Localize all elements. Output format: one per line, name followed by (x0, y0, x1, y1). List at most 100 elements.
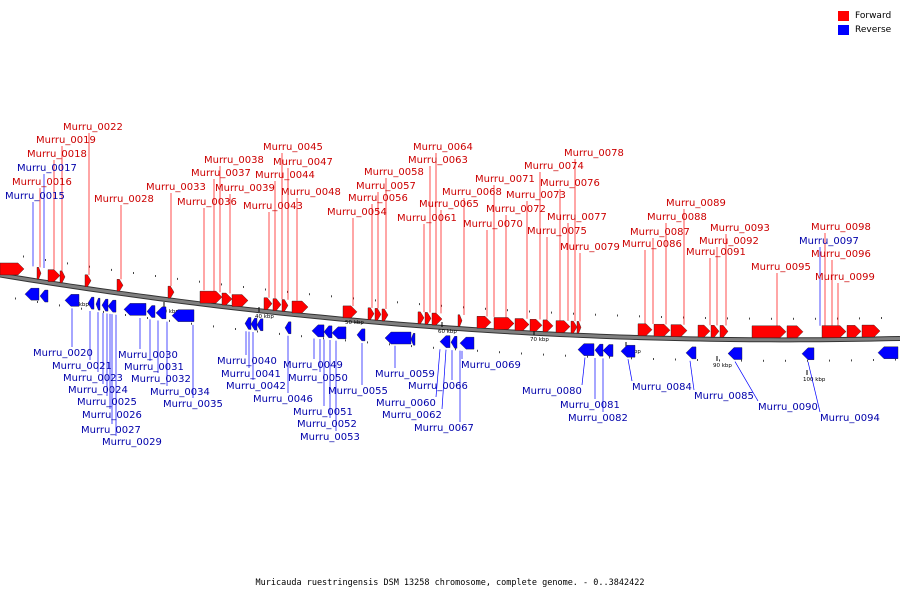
reverse-gene-label: Murru_0026 (82, 410, 142, 421)
reverse-gene-arrow (256, 318, 264, 332)
minor-tick (169, 319, 170, 322)
minor-tick (683, 316, 684, 319)
reverse-gene-arrow (87, 296, 95, 310)
forward-gene-label: Murru_0033 (146, 182, 206, 193)
forward-gene-label: Murru_0070 (463, 219, 523, 230)
reverse-gene-label: Murru_0069 (461, 360, 521, 371)
forward-gene-arrow (231, 294, 249, 307)
minor-tick (785, 359, 786, 362)
map-caption: Muricauda ruestringensis DSM 13258 chrom… (255, 578, 645, 588)
forward-gene-label: Murru_0038 (204, 155, 264, 166)
minor-tick (749, 317, 750, 320)
forward-gene-label: Murru_0048 (281, 187, 341, 198)
forward-gene-arrow (0, 262, 25, 276)
reverse-gene-label: Murru_0034 (150, 387, 210, 398)
forward-gene-label: Murru_0039 (215, 183, 275, 194)
scale-tick-label: 100 kbp (803, 377, 826, 383)
reverse-gene-arrow (101, 298, 109, 312)
reverse-leader (627, 359, 633, 382)
forward-gene-arrow (653, 324, 671, 337)
scale-tick-label: 70 kbp (530, 337, 549, 343)
minor-tick (257, 330, 258, 333)
minor-tick (59, 304, 60, 307)
minor-tick (675, 358, 676, 361)
minor-tick (353, 297, 354, 300)
minor-tick (419, 303, 420, 306)
minor-tick (279, 332, 280, 335)
forward-gene-arrow (476, 316, 492, 329)
minor-tick (705, 317, 706, 319)
legend-forward-label: Forward (855, 11, 892, 21)
reverse-gene-label: Murru_0080 (522, 386, 582, 397)
forward-gene-label: Murru_0058 (364, 167, 424, 178)
reverse-gene-arrow (439, 335, 451, 348)
forward-gene-label: Murru_0079 (560, 242, 620, 253)
forward-gene-label: Murru_0092 (699, 236, 759, 247)
forward-gene-arrow (221, 292, 233, 306)
forward-gene-arrow (786, 325, 804, 339)
minor-tick (727, 317, 728, 320)
minor-tick (89, 265, 90, 268)
minor-tick (199, 280, 200, 283)
minor-tick (147, 317, 148, 319)
minor-tick (67, 262, 68, 265)
forward-gene-arrow (47, 269, 61, 282)
reverse-swatch (838, 25, 849, 35)
forward-gene-label: Murru_0047 (273, 157, 333, 168)
minor-tick (499, 351, 500, 354)
reverse-gene-label: Murru_0035 (163, 399, 223, 410)
forward-gene-arrow (751, 325, 787, 338)
reverse-gene-arrow (685, 346, 697, 360)
forward-gene-arrow (457, 314, 463, 327)
forward-gene-arrow (374, 308, 382, 321)
minor-tick (595, 313, 596, 316)
forward-gene-arrow (514, 318, 530, 331)
reverse-gene-label: Murru_0085 (694, 391, 754, 402)
minor-tick (367, 341, 368, 344)
minor-tick (837, 317, 838, 320)
reverse-gene-label: Murru_0040 (217, 356, 277, 367)
minor-tick (639, 315, 640, 318)
forward-gene-arrow (342, 305, 358, 319)
minor-tick (661, 316, 662, 318)
reverse-gene-label: Murru_0021 (52, 361, 112, 372)
reverse-gene-label: Murru_0084 (632, 382, 692, 393)
forward-gene-label: Murru_0056 (348, 193, 408, 204)
forward-gene-label: Murru_0019 (36, 135, 96, 146)
reverse-gene-label: Murru_0024 (68, 385, 128, 396)
forward-gene-arrow (417, 311, 425, 325)
forward-gene-arrow (199, 290, 223, 304)
reverse-gene-arrow (244, 317, 252, 330)
forward-gene-label: Murru_0037 (191, 168, 251, 179)
reverse-gene-label: Murru_0027 (81, 425, 141, 436)
forward-gene-label: Murru_0078 (564, 148, 624, 159)
reverse-gene-arrow (146, 305, 156, 318)
forward-gene-label: Murru_0073 (506, 190, 566, 201)
minor-tick (529, 310, 530, 313)
minor-tick (301, 335, 302, 338)
forward-gene-label: Murru_0064 (413, 142, 473, 153)
minor-tick (719, 359, 720, 362)
minor-tick (477, 349, 478, 352)
minor-tick (243, 286, 244, 288)
forward-gene-arrow (637, 323, 653, 336)
reverse-gene-arrow (877, 346, 899, 359)
minor-tick (815, 317, 816, 320)
reverse-gene-label: Murru_0051 (293, 407, 353, 418)
reverse-gene-label: Murru_0042 (226, 381, 286, 392)
minor-tick (653, 358, 654, 360)
reverse-gene-label: Murru_0050 (288, 373, 348, 384)
gene-labels: Murru_0015 Murru_0016 Murru_0017 Murru_0018… (5, 122, 880, 448)
minor-tick (763, 359, 764, 362)
minor-tick (103, 310, 104, 313)
scale-tick-label: 30 kbp (160, 309, 179, 315)
minor-tick (411, 345, 412, 348)
reverse-gene-arrow (39, 289, 49, 303)
reverse-gene-arrow (577, 343, 595, 356)
minor-tick (697, 359, 698, 361)
forward-gene-label: Murru_0096 (811, 249, 871, 260)
reverse-leader (689, 360, 695, 391)
forward-swatch (838, 11, 849, 21)
forward-gene-arrow (381, 308, 389, 322)
gene-arrows (0, 262, 899, 360)
